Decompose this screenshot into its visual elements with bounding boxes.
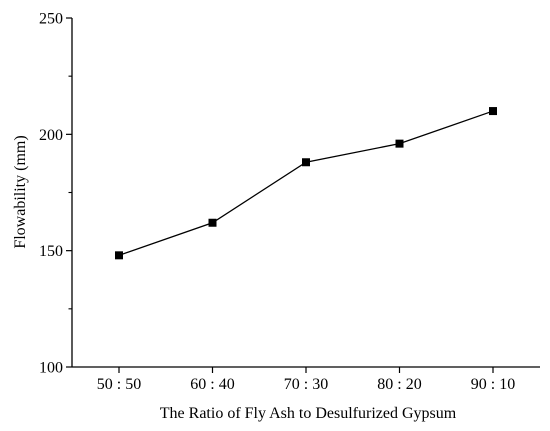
data-point: [489, 107, 497, 116]
series: [115, 107, 497, 260]
axes: [71, 18, 540, 368]
x-tick-label: 60 : 40: [190, 376, 234, 393]
data-point: [208, 218, 217, 227]
y-tick-label: 200: [39, 127, 63, 144]
data-point: [302, 158, 310, 167]
data-point: [395, 139, 404, 148]
y-tick-label: 250: [39, 11, 63, 28]
x-tick-label: 90 : 10: [471, 376, 515, 393]
series-line: [118, 110, 494, 256]
x-tick-label: 50 : 50: [97, 376, 141, 393]
y-tick-label: 150: [39, 243, 63, 260]
data-point: [115, 251, 123, 260]
x-axis-title: The Ratio of Fly Ash to Desulfurized Gyp…: [160, 405, 457, 422]
ticks: 100 150 200 250 50 : 50 60 : 40 70 : 30 80 : 20…: [39, 11, 515, 394]
x-tick-label: 70 : 30: [284, 376, 328, 393]
y-tick-label: 100: [39, 360, 63, 377]
y-axis-title: Flowability (mm): [12, 135, 29, 248]
x-tick-label: 80 : 20: [377, 376, 421, 393]
